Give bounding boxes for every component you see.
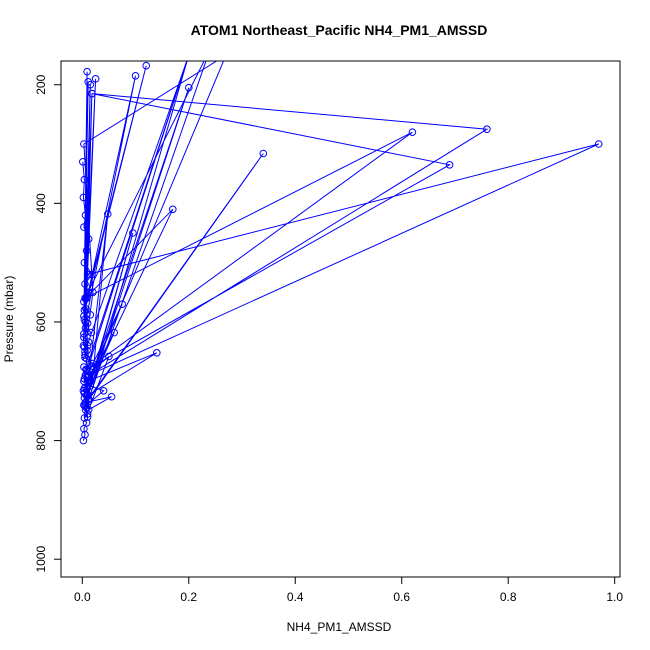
data-point (82, 294, 91, 303)
data-point (445, 161, 454, 169)
data-point (186, 52, 193, 59)
data-point (81, 402, 90, 411)
x-tick-label: 0.6 (393, 590, 410, 604)
series-line-3 (83, 213, 158, 411)
data-point (81, 353, 89, 362)
y-tick-label: 600 (34, 312, 48, 332)
data-point (142, 61, 150, 70)
data-point (594, 140, 603, 148)
data-point (83, 341, 92, 350)
plot-frame (60, 60, 621, 578)
data-point (186, 52, 193, 59)
data-point (169, 205, 177, 214)
data-point (207, 46, 214, 53)
x-tick-label: 1.0 (606, 590, 623, 604)
y-axis: 200 400 600 800 1000 (34, 74, 61, 573)
x-axis: 0.0 0.2 0.4 0.6 0.8 1.0 (74, 577, 623, 604)
data-point (84, 78, 92, 86)
data-point (80, 330, 88, 338)
data-point (83, 67, 91, 76)
y-tick-label: 200 (34, 74, 48, 94)
series-line-4 (82, 65, 147, 358)
data-point (110, 328, 118, 337)
data-point (131, 72, 140, 80)
data-point (80, 312, 88, 320)
data-point (223, 52, 230, 59)
data-point (80, 306, 89, 314)
y-tick-label: 400 (34, 193, 48, 213)
data-point (91, 75, 100, 83)
chart-title: ATOM1 Northeast_Pacific NH4_PM1_AMSSD (191, 22, 488, 38)
data-point (259, 149, 268, 158)
data-point (88, 89, 96, 98)
data-point (105, 352, 113, 361)
data-point (83, 371, 91, 380)
data-point (82, 419, 91, 427)
data-point (107, 392, 116, 401)
x-axis-label: NH4_PM1_AMSSD (287, 620, 392, 634)
data-point (483, 125, 491, 133)
x-tick-label: 0.0 (74, 590, 91, 604)
data-point (153, 349, 161, 357)
data-point (118, 300, 126, 309)
data-point (185, 83, 193, 92)
data-point (83, 410, 92, 418)
data-layer (79, 46, 603, 445)
x-tick-label: 0.2 (180, 590, 197, 604)
data-point (408, 128, 417, 136)
data-point (99, 387, 108, 395)
x-tick-label: 0.8 (500, 590, 517, 604)
data-point (129, 229, 137, 237)
data-point (86, 382, 95, 390)
data-point (79, 341, 88, 350)
y-tick-label: 1000 (34, 546, 48, 573)
series-line-2 (84, 87, 599, 406)
data-point (83, 413, 92, 421)
data-point (81, 398, 90, 407)
series-line-1 (83, 61, 225, 417)
data-point (89, 371, 97, 380)
y-axis-label: Pressure (mbar) (2, 276, 16, 363)
x-tick-label: 0.4 (287, 590, 304, 604)
y-tick-label: 800 (34, 430, 48, 450)
